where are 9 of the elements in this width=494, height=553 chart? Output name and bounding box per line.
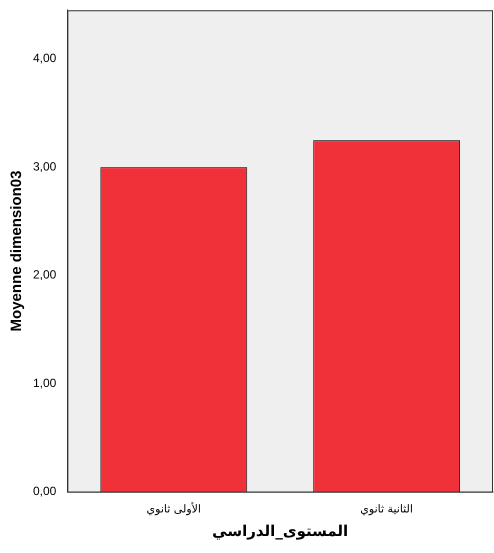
x-tick-label: الثانية ثانوي xyxy=(360,502,413,516)
y-tick-label: 1,00 xyxy=(32,376,57,390)
y-tick-label: 0,00 xyxy=(32,484,57,498)
x-tick-label: الأولى ثانوي xyxy=(146,501,201,516)
y-tick-label: 3,00 xyxy=(32,159,57,174)
x-axis-title: المستوى_الدراسي xyxy=(212,522,348,540)
y-axis-title: Moyenne dimension03 xyxy=(8,170,26,332)
y-tick-label: 4,00 xyxy=(32,51,57,66)
y-tick-label: 2,00 xyxy=(32,268,57,282)
